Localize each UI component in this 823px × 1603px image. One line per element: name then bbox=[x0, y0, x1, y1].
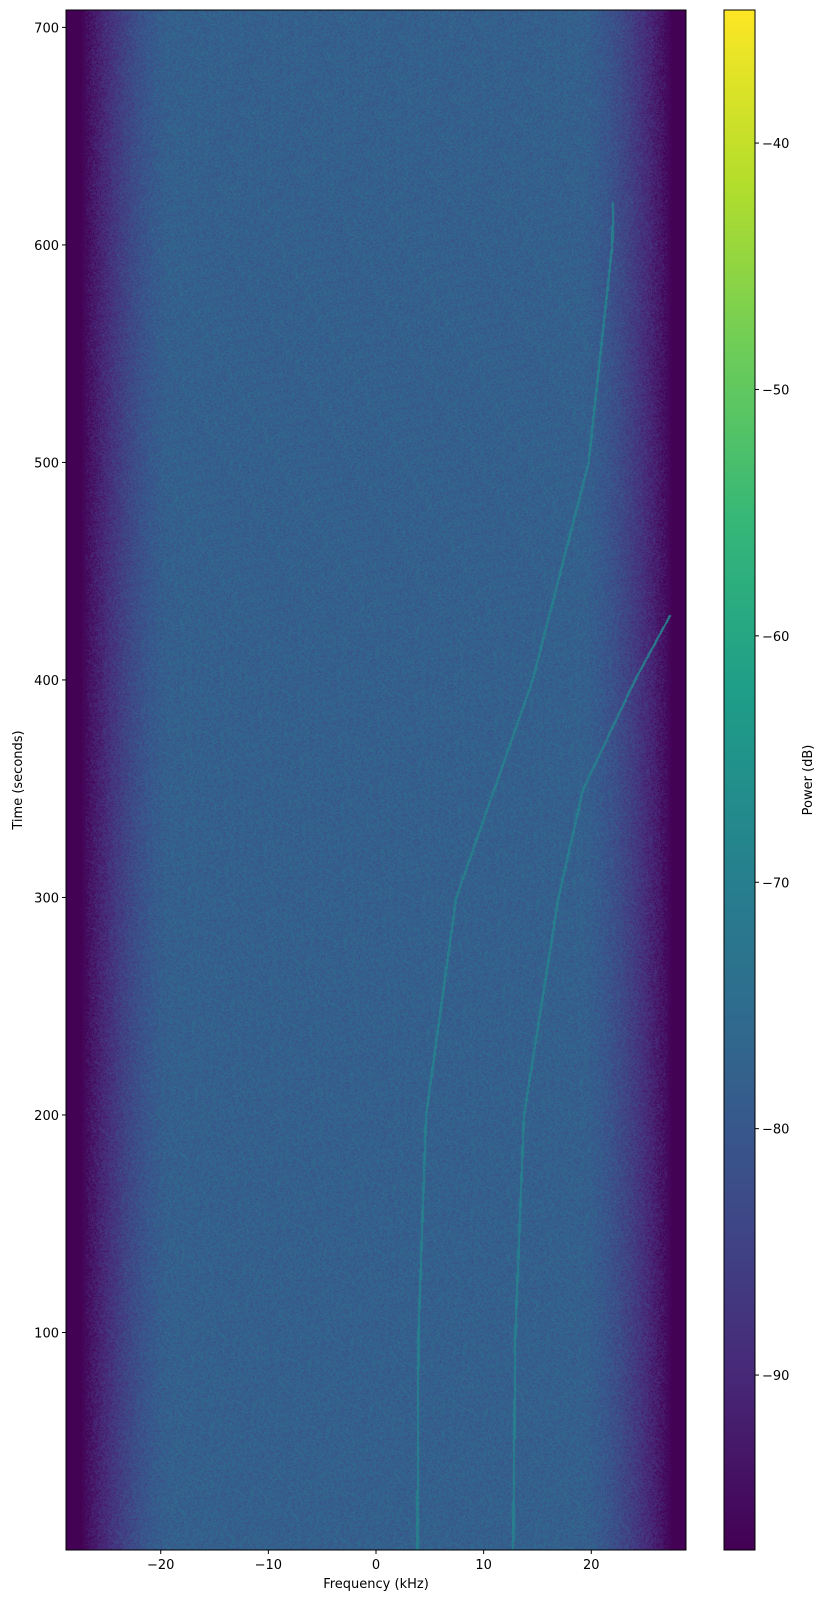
colorbar-tick-label: −50 bbox=[762, 383, 789, 398]
x-axis-label: Frequency (kHz) bbox=[323, 1577, 429, 1592]
colorbar-tick-label: −60 bbox=[762, 630, 789, 645]
x-tick-label: −20 bbox=[147, 1558, 174, 1573]
colorbar-tick-label: −70 bbox=[762, 876, 789, 891]
x-tick-label: 0 bbox=[372, 1558, 380, 1573]
y-tick-label: 500 bbox=[34, 456, 59, 471]
x-tick-label: 10 bbox=[475, 1558, 492, 1573]
y-axis-label: Time (seconds) bbox=[11, 730, 26, 830]
colorbar-tick-label: −90 bbox=[762, 1369, 789, 1384]
y-tick-label: 700 bbox=[34, 21, 59, 36]
colorbar-frame bbox=[723, 9, 756, 1551]
y-tick-label: 200 bbox=[34, 1109, 59, 1124]
colorbar-label: Power (dB) bbox=[801, 745, 816, 816]
x-tick-label: 20 bbox=[583, 1558, 600, 1573]
y-tick-label: 100 bbox=[34, 1326, 59, 1341]
colorbar-tick-label: −80 bbox=[762, 1123, 789, 1138]
colorbar-tick-label: −40 bbox=[762, 137, 789, 152]
spectrogram-heatmap bbox=[66, 10, 686, 1550]
plot-frame bbox=[65, 9, 687, 1551]
colorbar bbox=[724, 10, 755, 1550]
y-tick-label: 600 bbox=[34, 239, 59, 254]
y-tick-label: 300 bbox=[34, 891, 59, 906]
x-tick-label: −10 bbox=[255, 1558, 282, 1573]
y-tick-label: 400 bbox=[34, 674, 59, 689]
